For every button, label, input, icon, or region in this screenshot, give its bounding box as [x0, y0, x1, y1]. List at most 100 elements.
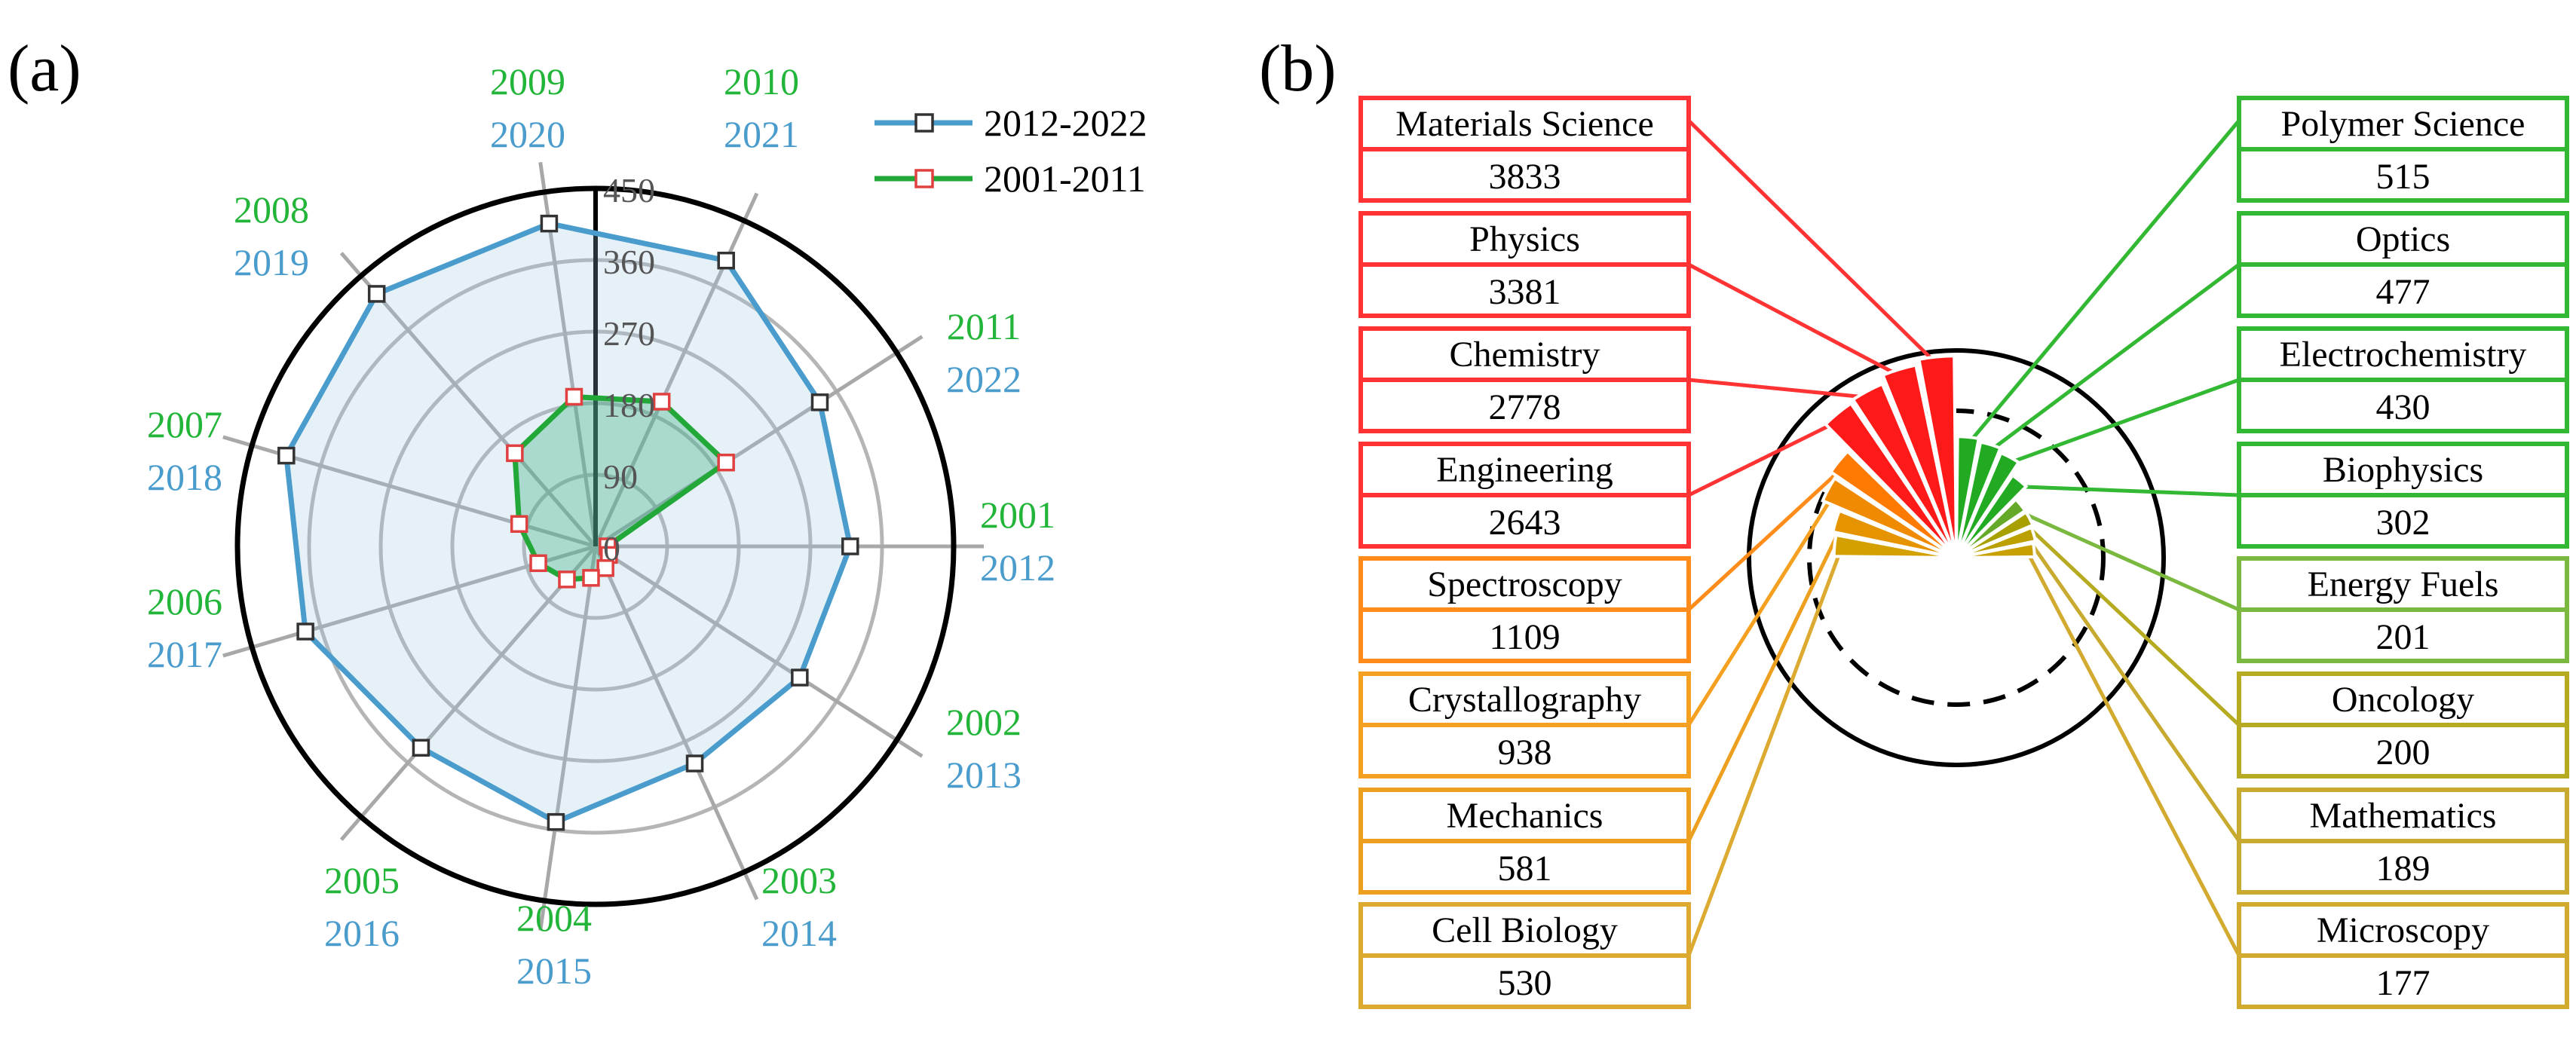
category-name: Mathematics [2310, 796, 2497, 836]
angular-label-2012: 2012 [980, 546, 1055, 589]
angular-label-2010: 2010 [724, 60, 799, 102]
category-name: Cell Biology [1432, 910, 1618, 950]
category-name: Oncology [2332, 680, 2474, 720]
category-name: Energy Fuels [2308, 564, 2499, 604]
legend-label-2001-2011: 2001-2011 [984, 158, 1146, 200]
category-name: Biophysics [2323, 450, 2483, 490]
radial-tick-label-180: 180 [603, 386, 655, 424]
category-name: Crystallography [1408, 680, 1641, 720]
category-value: 3833 [1489, 157, 1561, 197]
series-2012-2022-point-6 [277, 446, 296, 465]
series-2001-2011-point-4 [558, 570, 576, 589]
angular-label-2014: 2014 [761, 912, 837, 954]
series-2001-2011-point-10 [717, 453, 735, 472]
grid-spoke-2 [593, 545, 759, 901]
category-box-mathematics: Mathematics 189 [2237, 788, 2569, 895]
angular-label-2013: 2013 [946, 754, 1022, 796]
category-value: 2643 [1489, 503, 1561, 543]
category-boxes: Materials Science 3833 Physics 3381 Chemistr… [1358, 96, 2569, 1009]
angular-label-2018: 2018 [147, 456, 222, 498]
category-box-mechanics: Mechanics 581 [1358, 788, 1691, 895]
outer-reference-circle [1747, 348, 2166, 767]
category-box-materials-science: Materials Science 3833 [1358, 96, 1691, 203]
series-2001-2011-point-5 [529, 554, 547, 573]
angular-label-2021: 2021 [724, 113, 799, 155]
category-box-polymer-science: Polymer Science 515 [2237, 96, 2569, 203]
series-2012-2022-point-4 [412, 739, 430, 757]
category-box-chemistry: Chemistry 2778 [1358, 326, 1691, 433]
angular-label-2019: 2019 [234, 241, 309, 283]
leader-line-optics [1987, 262, 2241, 454]
series-2001-2011-point-6 [510, 515, 528, 534]
dashed-reference-circle [1807, 408, 2106, 707]
grid-spoke-3 [538, 546, 598, 931]
category-name: Optics [2356, 219, 2450, 259]
grid-spoke-4 [339, 545, 597, 841]
leader-line-spectroscopy [1687, 464, 1846, 611]
leader-line-physics [1687, 262, 1903, 379]
leader-line-engineering [1687, 417, 1844, 497]
category-name: Polymer Science [2281, 104, 2525, 144]
bar-electrochemistry [1955, 451, 2021, 559]
angular-label-2005: 2005 [324, 859, 400, 901]
series-2012-2022-point-3 [547, 812, 565, 831]
category-name: Electrochemistry [2280, 335, 2527, 375]
bar-crystallography [1821, 476, 1958, 559]
angular-label-2003: 2003 [761, 859, 837, 901]
radar-series-layer [277, 214, 859, 831]
category-name: Materials Science [1395, 104, 1654, 144]
series-2012-2022-point-10 [810, 393, 829, 411]
category-value: 189 [2376, 849, 2431, 889]
radar-grid [222, 161, 984, 931]
category-name: Engineering [1436, 450, 1613, 490]
legend-marker-2001-2011 [914, 169, 934, 188]
leader-line-crystallography [1686, 491, 1837, 726]
category-value: 581 [1498, 849, 1552, 889]
leader-line-oncology [2021, 520, 2241, 726]
category-box-crystallography: Crystallography 938 [1358, 671, 1691, 778]
category-value: 2778 [1489, 387, 1561, 427]
leader-line-electrochemistry [2005, 378, 2240, 466]
legend-marker-2012-2022 [914, 113, 934, 133]
angular-label-2002: 2002 [946, 701, 1022, 743]
category-name: Spectroscopy [1427, 564, 1622, 604]
angular-label-2015: 2015 [516, 950, 592, 992]
panel-a-radar-chart: (a) 2001 2012 2002 2013 2003 2014 2004 2015 2005… [8, 32, 1147, 992]
bar-physics [1880, 363, 1958, 558]
angular-label-2020: 2020 [490, 113, 565, 155]
bar-spectroscopy [1828, 449, 1958, 559]
bar-engineering [1823, 401, 1958, 559]
legend: 2012-2022 2001-2011 [874, 102, 1147, 200]
angular-label-2004: 2004 [516, 897, 592, 939]
angular-label-2016: 2016 [324, 912, 400, 954]
category-name: Physics [1469, 219, 1580, 259]
radial-tick-label-270: 270 [603, 314, 655, 353]
series-2012-2022-line [283, 221, 853, 825]
grid-spoke-10 [594, 335, 924, 549]
category-value: 1109 [1489, 617, 1560, 657]
leader-line-cell-biology [1686, 546, 1844, 956]
category-value: 938 [1498, 733, 1552, 772]
category-value: 430 [2376, 387, 2431, 427]
category-box-energy-fuels: Energy Fuels 201 [2237, 556, 2569, 663]
series-2001-2011-point-9 [652, 393, 671, 411]
leader-line-polymer-science [1965, 119, 2241, 446]
bar-mathematics [1956, 525, 2038, 559]
leader-line-energy-fuels [2014, 507, 2241, 612]
category-value: 530 [1498, 963, 1552, 1003]
bar-biophysics [1955, 473, 2029, 559]
category-box-microscopy: Microscopy 177 [2237, 902, 2569, 1009]
leader-line-materials-science [1687, 119, 1939, 366]
category-value: 201 [2376, 617, 2431, 657]
bar-mechanics [1831, 508, 1957, 559]
radial-bars [1821, 354, 2038, 559]
category-value: 177 [2376, 963, 2431, 1003]
angular-label-2006: 2006 [147, 580, 222, 622]
category-name: Microscopy [2317, 910, 2489, 950]
radial-tick-label-450: 450 [603, 171, 655, 210]
series-2012-2022-point-0 [841, 537, 859, 555]
leader-line-mechanics [1686, 522, 1845, 843]
panel-b-label: (b) [1259, 32, 1337, 106]
series-2001-2011-point-8 [565, 387, 584, 406]
